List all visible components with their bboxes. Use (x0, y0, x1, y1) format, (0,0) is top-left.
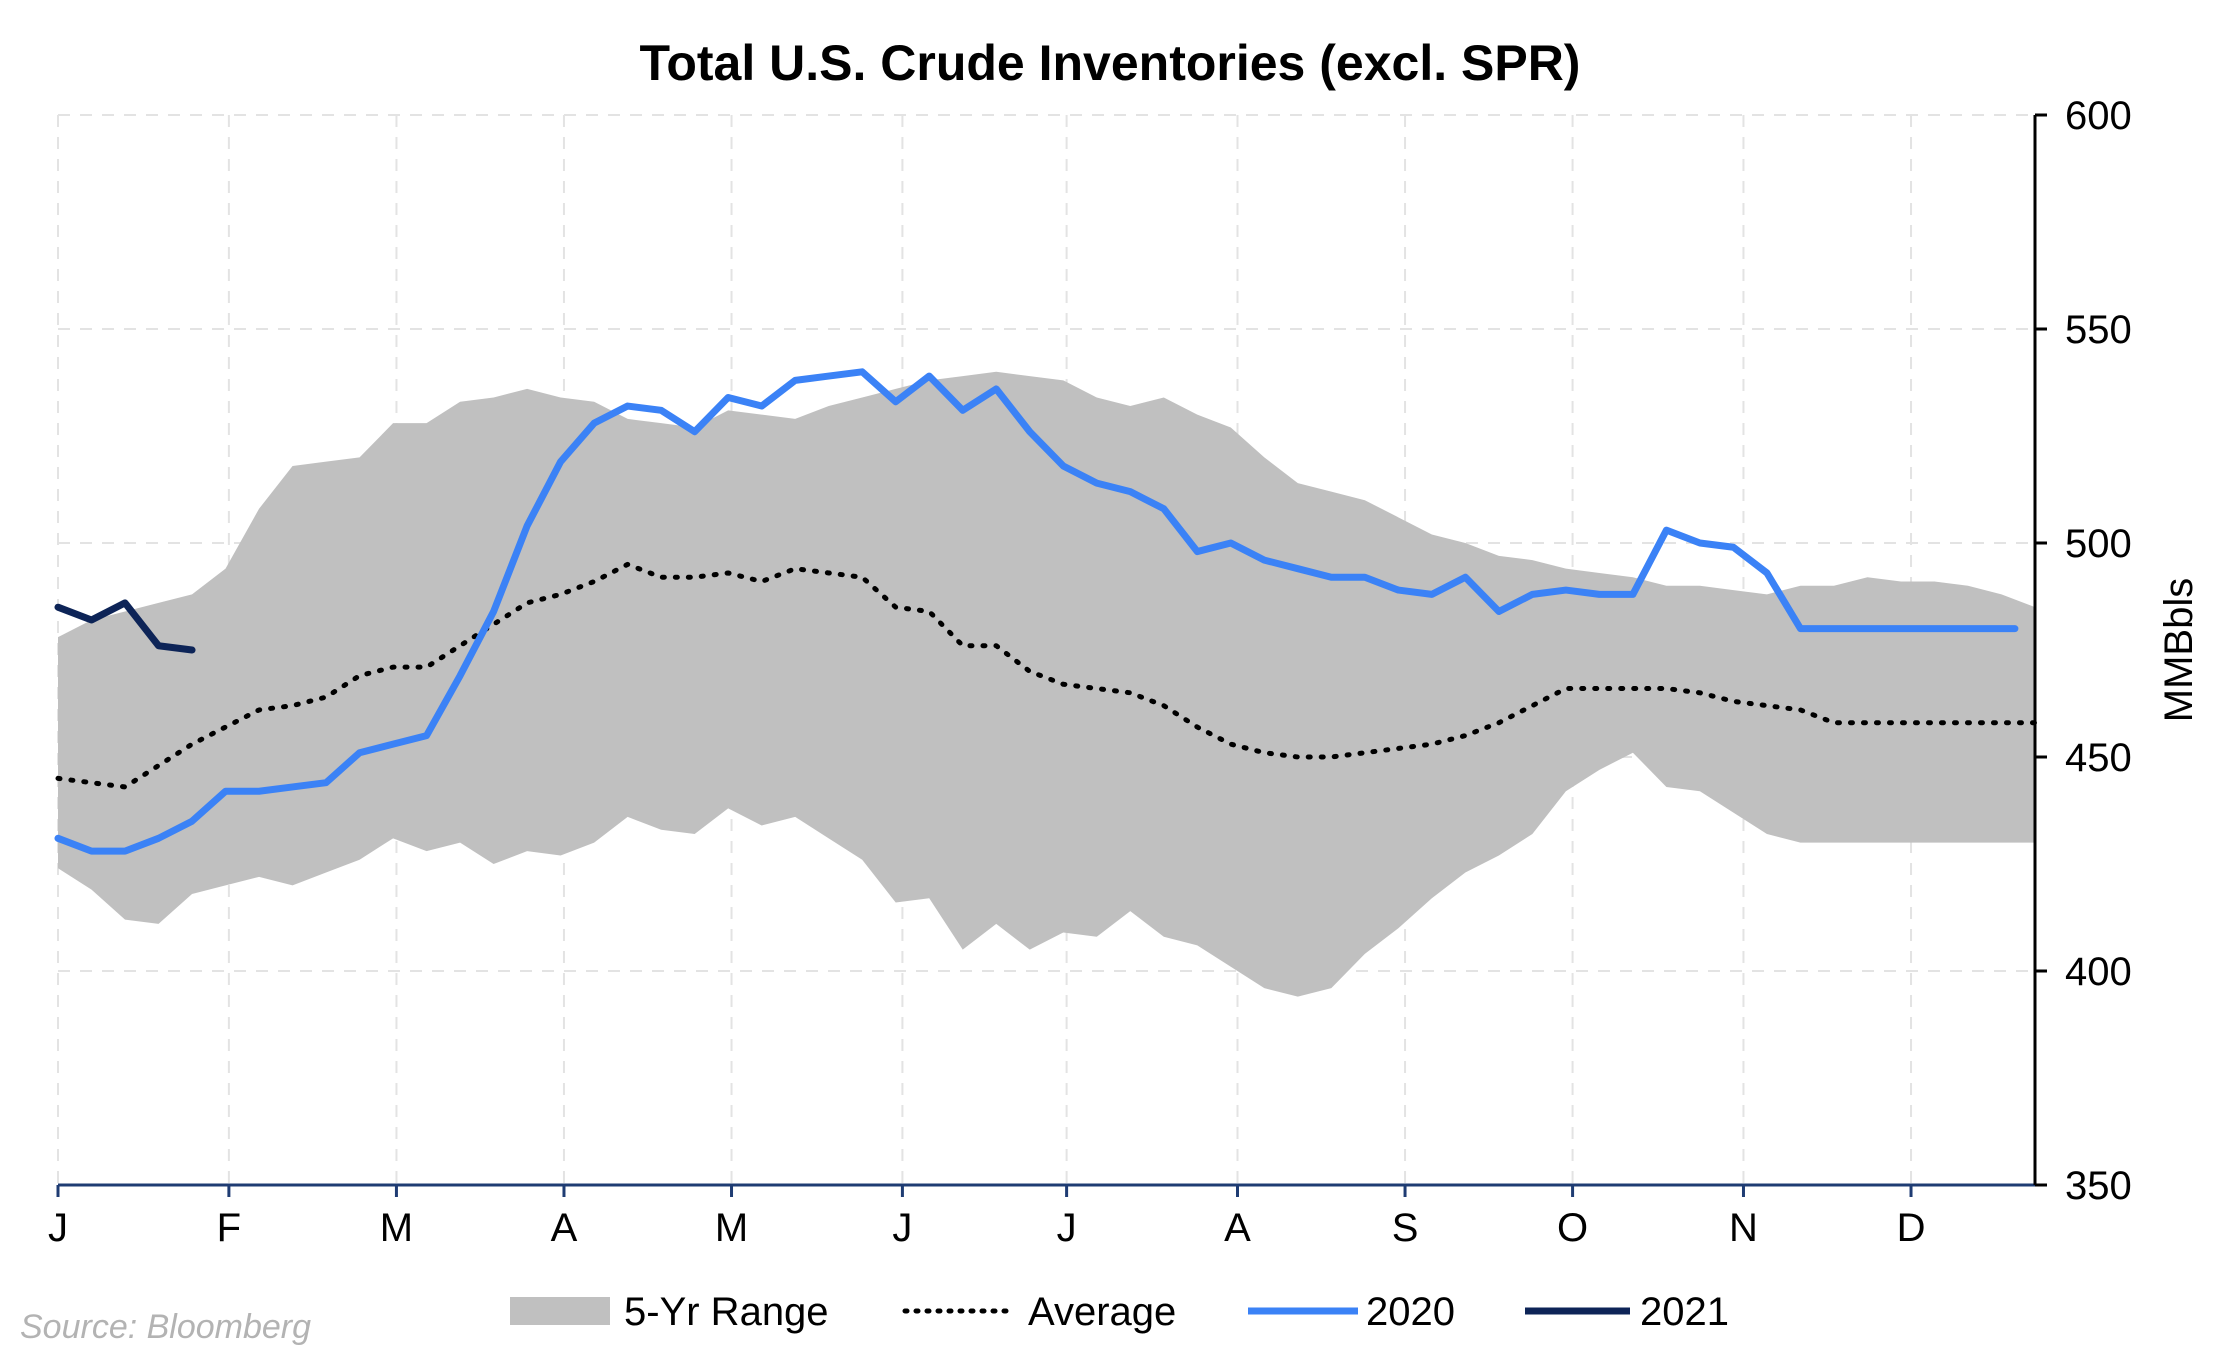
legend-label-2020: 2020 (1366, 1290, 1455, 1334)
series-line-2021 (54, 599, 196, 654)
x-tick-label: N (1729, 1206, 1758, 1250)
range-band-area (58, 371, 2035, 997)
source-note: Source: Bloomberg (20, 1308, 311, 1346)
legend-swatch-range (510, 1297, 610, 1325)
y-axis-label: MMBbls (2157, 578, 2201, 722)
x-tick-label: F (217, 1206, 241, 1250)
x-tick-label: M (380, 1206, 413, 1250)
series-line-2020 (54, 368, 2019, 855)
y-tick-label: 450 (2065, 736, 2132, 780)
legend: 5-Yr Range Average 2020 2021 (510, 1290, 1729, 1334)
legend-label-average: Average (1028, 1290, 1176, 1334)
series-layer (54, 368, 2038, 855)
x-tick-label: O (1557, 1206, 1588, 1250)
x-tick-label: J (892, 1206, 912, 1250)
x-tick-label: D (1897, 1206, 1926, 1250)
y-tick-label: 550 (2065, 308, 2132, 352)
x-tick-label: A (1224, 1206, 1251, 1250)
y-axis-ticks: 350 400 450 500 550 600 (2035, 94, 2132, 1208)
chart-title: Total U.S. Crude Inventories (excl. SPR) (640, 35, 1581, 91)
x-tick-label: M (715, 1206, 748, 1250)
legend-label-range: 5-Yr Range (624, 1290, 829, 1334)
x-tick-label: J (48, 1206, 68, 1250)
y-tick-label: 400 (2065, 950, 2132, 994)
y-tick-label: 600 (2065, 94, 2132, 138)
x-tick-label: A (551, 1206, 578, 1250)
legend-label-2021: 2021 (1640, 1290, 1729, 1334)
x-tick-label: J (1057, 1206, 1077, 1250)
y-tick-label: 500 (2065, 522, 2132, 566)
y-tick-label: 350 (2065, 1164, 2132, 1208)
x-tick-label: S (1392, 1206, 1419, 1250)
